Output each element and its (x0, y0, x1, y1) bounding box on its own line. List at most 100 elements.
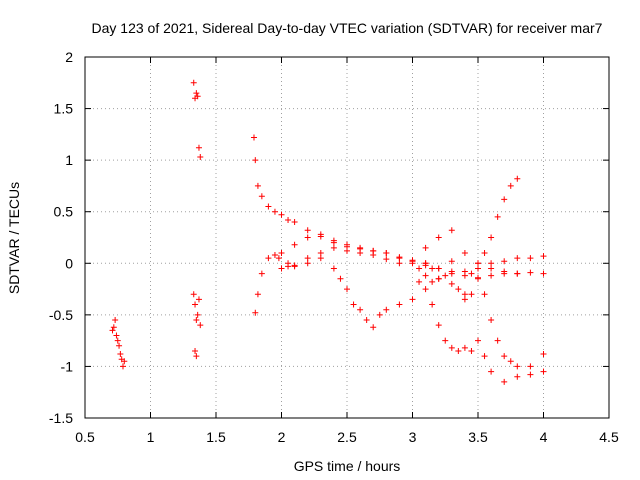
data-point (337, 275, 344, 282)
series-track-b (190, 79, 204, 161)
x-tick-label: 2 (278, 429, 286, 445)
data-point (291, 262, 298, 269)
data-point (475, 275, 481, 282)
data-point (195, 296, 202, 303)
data-point (442, 337, 449, 344)
data-point (344, 247, 350, 254)
data-point (461, 296, 468, 303)
data-point (117, 351, 124, 358)
data-point (396, 301, 403, 308)
data-point (448, 344, 455, 351)
data-point (461, 249, 468, 256)
data-point (252, 157, 259, 164)
x-tick-label: 4.5 (599, 429, 619, 445)
data-point (192, 301, 199, 308)
data-point (190, 79, 197, 86)
data-point (119, 363, 126, 370)
data-point (494, 213, 501, 220)
data-point (409, 260, 416, 267)
data-point (527, 371, 534, 378)
series-track-d (250, 134, 547, 281)
y-tick-label: 1 (65, 152, 73, 168)
data-point (330, 265, 337, 272)
data-point (514, 270, 521, 277)
data-point (481, 249, 488, 256)
data-point (258, 193, 265, 200)
series-track-c (190, 291, 204, 360)
data-point (488, 272, 495, 279)
data-point (416, 265, 423, 272)
series-track-a (109, 317, 128, 370)
data-point (455, 286, 462, 293)
data-point (501, 353, 508, 360)
data-point (461, 291, 468, 298)
data-point (527, 269, 534, 276)
data-point (114, 337, 121, 344)
data-point (429, 301, 436, 308)
data-point (304, 255, 311, 262)
y-tick-label: -1.5 (49, 410, 73, 426)
data-point (357, 244, 364, 251)
data-point (527, 363, 534, 370)
data-point (275, 255, 282, 262)
data-point (278, 211, 285, 218)
data-point (422, 272, 429, 279)
data-point (488, 317, 495, 324)
grid-lines (85, 57, 609, 418)
y-axis-label: SDTVAR / TECUs (6, 182, 22, 294)
y-tick-label: 0.5 (54, 204, 74, 220)
data-point (383, 256, 390, 263)
data-point (442, 272, 449, 279)
data-point (540, 253, 547, 260)
data-point (514, 363, 521, 370)
data-point (317, 255, 324, 262)
data-point (409, 296, 416, 303)
data-point (370, 252, 377, 259)
data-point (527, 255, 534, 262)
data-point (488, 368, 495, 375)
data-point (193, 353, 200, 360)
data-point (435, 265, 442, 272)
data-point (370, 324, 377, 331)
data-point (501, 268, 508, 275)
data-point (448, 280, 455, 287)
data-point (258, 270, 265, 277)
data-point (265, 255, 272, 262)
series-track-f (275, 253, 547, 331)
data-point (435, 322, 442, 329)
data-point (468, 347, 475, 354)
data-point (488, 260, 495, 267)
data-point (291, 241, 298, 248)
data-point (540, 351, 547, 358)
data-point (350, 301, 357, 308)
data-point (193, 90, 200, 97)
data-point (285, 263, 292, 270)
data-point (250, 134, 257, 141)
data-point (507, 358, 514, 365)
data-point (197, 322, 204, 329)
data-point (330, 237, 337, 244)
x-tick-label: 0.5 (75, 429, 95, 445)
data-point (429, 278, 436, 285)
data-point (265, 203, 272, 210)
data-point (278, 265, 285, 272)
data-point (540, 368, 547, 375)
data-point (475, 265, 481, 272)
data-point (363, 317, 370, 324)
data-point (507, 182, 514, 189)
data-point (304, 234, 311, 241)
data-point (252, 309, 259, 316)
data-point (317, 249, 324, 256)
data-point (254, 182, 261, 189)
data-point (357, 249, 364, 256)
data-point (116, 342, 123, 349)
data-point (192, 347, 199, 354)
data-point (109, 327, 116, 334)
data-point (514, 373, 521, 380)
data-point (195, 144, 202, 151)
data-point (278, 249, 285, 256)
data-point (383, 306, 390, 313)
data-point (461, 344, 468, 351)
data-point (197, 154, 204, 161)
